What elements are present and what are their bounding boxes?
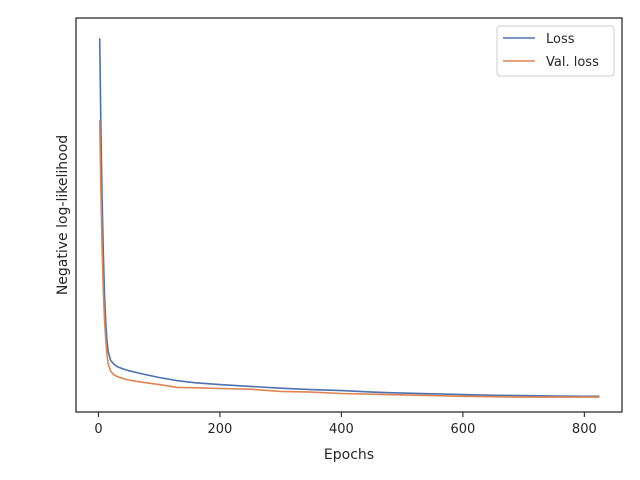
legend: Loss Val. loss — [496, 25, 615, 77]
x-tick-label-800: 800 — [572, 422, 597, 437]
y-axis-label: Negative log-likelihood — [55, 135, 71, 295]
legend-label-val-loss: Val. loss — [546, 55, 599, 70]
legend-label-loss: Loss — [546, 32, 575, 47]
plot-frame — [75, 17, 623, 413]
x-tick-label-600: 600 — [450, 422, 475, 437]
series-line-loss — [98, 38, 600, 398]
x-axis-label: Epochs — [324, 447, 374, 463]
x-tick-label-200: 200 — [208, 422, 233, 437]
x-tick-label-400: 400 — [329, 422, 354, 437]
plot-background — [76, 18, 622, 412]
series-line-val-loss — [98, 120, 600, 398]
x-axis-ticks: 0 200 400 600 800 — [94, 412, 597, 437]
x-tick-label-0: 0 — [94, 422, 102, 437]
series-layer — [98, 38, 600, 398]
